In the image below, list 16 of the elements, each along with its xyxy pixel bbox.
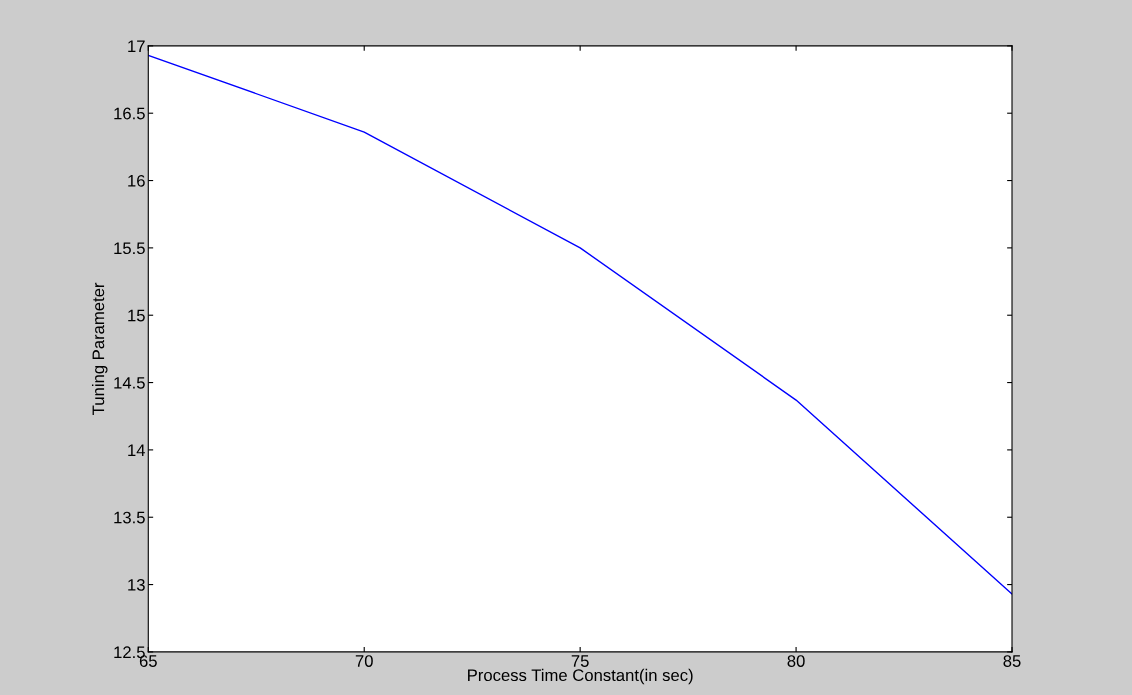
line-series — [148, 54, 1013, 595]
y-tick-label: 17 — [128, 40, 145, 52]
x-tick-label: 80 — [787, 655, 805, 667]
y-tick-label: 15 — [128, 309, 145, 322]
x-axis-title: Process Time Constant(in sec) — [468, 668, 693, 685]
y-tick-label: 13 — [128, 578, 145, 591]
x-tick-label: 85 — [1003, 655, 1021, 667]
x-tick-label: 75 — [571, 655, 589, 667]
y-tick-label: 16 — [128, 174, 145, 187]
x-tick-label: 70 — [355, 655, 373, 667]
y-tick-label: 14 — [128, 444, 146, 456]
y-axis-title: Tuning Parameter — [91, 282, 108, 415]
y-tick-label: 15.5 — [114, 242, 145, 255]
y-tick-label: 14.5 — [114, 377, 145, 389]
y-tick-label: 16.5 — [114, 107, 145, 120]
y-tick-label: 13.5 — [114, 511, 145, 524]
